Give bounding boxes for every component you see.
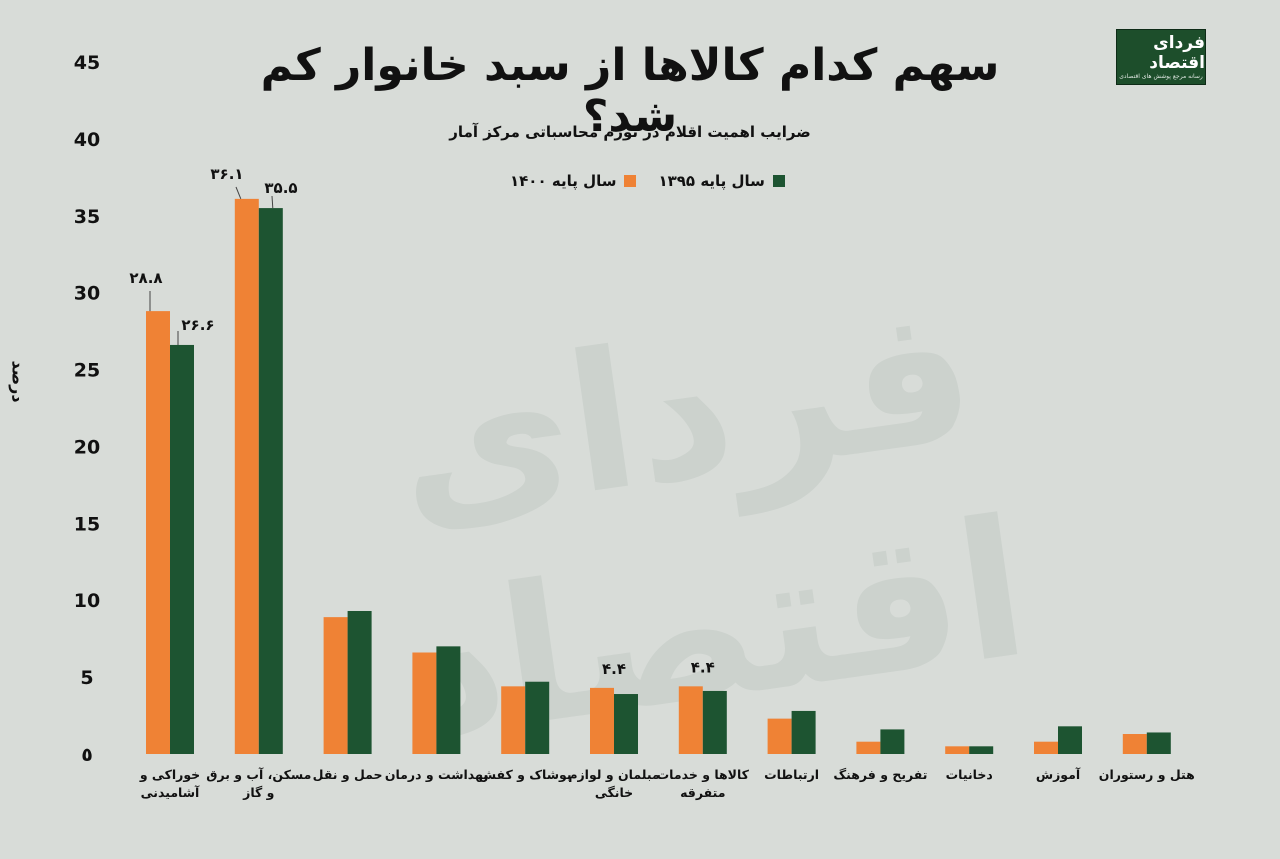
y-tick-label: 5 (80, 667, 93, 689)
bar-1395 (702, 690, 727, 754)
y-tick-label: 45 (74, 52, 100, 74)
bar-1395 (1058, 726, 1082, 754)
x-tick-label: حمل و نقل (313, 767, 383, 782)
x-tick-label: و گاز (242, 785, 274, 800)
chart-legend: سال پایه ۱۳۹۵ سال پایه ۱۴۰۰ (510, 172, 785, 190)
bar-1395 (436, 646, 461, 754)
bar-1400 (323, 617, 348, 754)
bar-1395 (258, 208, 283, 755)
legend-item-1395: سال پایه ۱۳۹۵ (658, 172, 785, 190)
brand-logo: فردای اقتصاد رسانه مرجع پوشش های اقتصادی (1116, 29, 1206, 85)
x-tick-label: ارتباطات (764, 767, 819, 782)
bar-1395 (170, 344, 194, 754)
bar-1400 (945, 746, 970, 754)
x-tick-label: آموزش (1036, 767, 1081, 782)
x-tick-label: تفریح و فرهنگ (833, 767, 927, 782)
bar-1400 (412, 652, 437, 754)
y-tick-label: 15 (74, 513, 100, 535)
legend-label-1400: سال پایه ۱۴۰۰ (510, 172, 617, 190)
bar-1400 (1034, 741, 1058, 754)
logo-text: فردای اقتصاد (1149, 33, 1205, 73)
x-tick-label: پوشاک و کفش (479, 767, 572, 782)
x-tick-label: دخانیات (946, 767, 993, 782)
label-leader-line (271, 195, 274, 209)
x-tick-label: هتل و رستوران (1099, 767, 1195, 782)
legend-item-1400: سال پایه ۱۴۰۰ (510, 172, 637, 190)
bar-1400 (234, 198, 259, 754)
y-tick-label: 25 (74, 360, 100, 382)
bar-1395 (791, 710, 816, 754)
y-tick-label: 35 (74, 206, 100, 228)
bar-1395 (347, 610, 372, 754)
bar-1400 (767, 718, 792, 754)
x-tick-label: کالاها و خدمات (657, 767, 750, 782)
label-leader-line (235, 186, 242, 200)
bar-1395 (525, 681, 550, 754)
x-tick-label: آشامیدنی (141, 785, 200, 800)
y-tick-label: 40 (74, 129, 100, 151)
x-tick-label: بهداشت و درمان (385, 767, 488, 782)
y-tick-label: 10 (74, 590, 100, 612)
chart-title: سهم کدام کالاها از سبد خانوار کم شد؟ (260, 40, 1000, 142)
data-label: ۲۶.۶ (181, 316, 214, 334)
bar-1400 (146, 311, 170, 754)
bar-1395 (614, 694, 638, 754)
data-label: ۴.۴ (602, 660, 626, 678)
bar-1400 (501, 686, 526, 754)
bar-1400 (678, 686, 703, 754)
chart-subtitle: ضرایب اهمیت اقلام در تورم محاسباتی مرکز … (449, 123, 811, 141)
x-tick-label: خوراکی و (139, 767, 200, 782)
bar-1400 (590, 687, 614, 754)
y-tick-label: 30 (74, 283, 100, 305)
logo-tagline: رسانه مرجع پوشش های اقتصادی (1119, 73, 1203, 80)
y-tick-label: 20 (74, 436, 100, 458)
x-tick-label: خانگی (595, 785, 633, 800)
data-label: ۲۸.۸ (129, 269, 162, 287)
legend-swatch-1400 (624, 175, 637, 187)
bar-1400 (856, 741, 881, 754)
x-tick-label: مسکن، آب و برق (206, 767, 311, 782)
legend-label-1395: سال پایه ۱۳۹۵ (658, 172, 765, 190)
bar-1395 (880, 729, 905, 754)
bar-1400 (1122, 734, 1147, 754)
y-tick-label: ٥ (81, 744, 93, 766)
data-label: ۴.۴ (691, 658, 715, 676)
x-tick-label: متفرقه (680, 785, 725, 800)
legend-swatch-1395 (772, 175, 785, 187)
x-tick-label: مبلمان و لوازم (568, 767, 659, 783)
bar-1395 (969, 746, 994, 754)
data-label: ۳۵.۵ (264, 179, 297, 197)
data-label: ۳۶.۱ (210, 165, 243, 183)
bar-1395 (1146, 732, 1171, 754)
